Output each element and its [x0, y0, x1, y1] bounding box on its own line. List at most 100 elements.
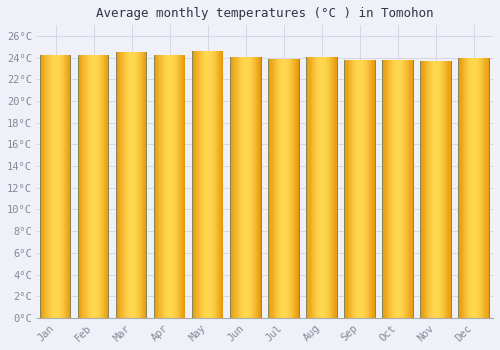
- Bar: [175, 55, 176, 318]
- Bar: [204, 51, 205, 318]
- Bar: [179, 55, 180, 318]
- Bar: [258, 57, 260, 318]
- Bar: [178, 55, 179, 318]
- Bar: [50, 55, 51, 318]
- Bar: [356, 60, 357, 318]
- Bar: [250, 57, 251, 318]
- Bar: [422, 61, 424, 318]
- Bar: [448, 61, 450, 318]
- Bar: [488, 58, 490, 318]
- Bar: [432, 61, 433, 318]
- Bar: [358, 60, 359, 318]
- Bar: [134, 52, 135, 318]
- Bar: [194, 51, 196, 318]
- Bar: [439, 61, 440, 318]
- Bar: [96, 55, 97, 318]
- Bar: [384, 60, 386, 318]
- Bar: [394, 60, 395, 318]
- Bar: [319, 57, 320, 318]
- Bar: [428, 61, 430, 318]
- Bar: [370, 60, 372, 318]
- Bar: [397, 60, 398, 318]
- Bar: [44, 55, 46, 318]
- Bar: [450, 61, 452, 318]
- Bar: [92, 55, 93, 318]
- Bar: [65, 55, 66, 318]
- Bar: [420, 61, 422, 318]
- Bar: [317, 57, 318, 318]
- Bar: [320, 57, 321, 318]
- Bar: [60, 55, 61, 318]
- Bar: [280, 59, 281, 318]
- Bar: [433, 61, 434, 318]
- Bar: [62, 55, 63, 318]
- Bar: [468, 58, 469, 318]
- Bar: [78, 55, 79, 318]
- Bar: [310, 57, 312, 318]
- Bar: [82, 55, 84, 318]
- Bar: [166, 55, 167, 318]
- Bar: [141, 52, 142, 318]
- Bar: [254, 57, 256, 318]
- Bar: [272, 59, 274, 318]
- Bar: [162, 55, 164, 318]
- Bar: [473, 58, 474, 318]
- Bar: [284, 59, 285, 318]
- Bar: [252, 57, 253, 318]
- Bar: [40, 55, 42, 318]
- Bar: [365, 60, 366, 318]
- Bar: [218, 51, 220, 318]
- Bar: [168, 55, 169, 318]
- Bar: [287, 59, 288, 318]
- Bar: [388, 60, 390, 318]
- Bar: [344, 60, 346, 318]
- Bar: [410, 60, 412, 318]
- Bar: [146, 52, 148, 318]
- Bar: [192, 51, 194, 318]
- Bar: [298, 59, 300, 318]
- Bar: [246, 57, 247, 318]
- Bar: [268, 59, 270, 318]
- Bar: [322, 57, 323, 318]
- Bar: [238, 57, 240, 318]
- Bar: [450, 61, 452, 318]
- Bar: [234, 57, 236, 318]
- Bar: [208, 51, 209, 318]
- Bar: [133, 52, 134, 318]
- Bar: [382, 60, 384, 318]
- Bar: [95, 55, 96, 318]
- Bar: [438, 61, 439, 318]
- Bar: [308, 57, 310, 318]
- Bar: [440, 61, 441, 318]
- Bar: [321, 57, 322, 318]
- Bar: [368, 60, 370, 318]
- Bar: [488, 58, 490, 318]
- Bar: [54, 55, 55, 318]
- Bar: [359, 60, 360, 318]
- Bar: [93, 55, 94, 318]
- Bar: [477, 58, 478, 318]
- Bar: [216, 51, 218, 318]
- Bar: [156, 55, 158, 318]
- Bar: [172, 55, 173, 318]
- Bar: [215, 51, 216, 318]
- Bar: [120, 52, 122, 318]
- Bar: [462, 58, 464, 318]
- Bar: [56, 55, 57, 318]
- Bar: [404, 60, 406, 318]
- Bar: [336, 57, 338, 318]
- Bar: [169, 55, 170, 318]
- Bar: [104, 55, 106, 318]
- Bar: [144, 52, 146, 318]
- Bar: [205, 51, 206, 318]
- Bar: [268, 59, 270, 318]
- Bar: [314, 57, 316, 318]
- Bar: [88, 55, 90, 318]
- Bar: [138, 52, 139, 318]
- Bar: [63, 55, 64, 318]
- Bar: [403, 60, 404, 318]
- Bar: [464, 58, 466, 318]
- Bar: [236, 57, 238, 318]
- Bar: [137, 52, 138, 318]
- Bar: [248, 57, 249, 318]
